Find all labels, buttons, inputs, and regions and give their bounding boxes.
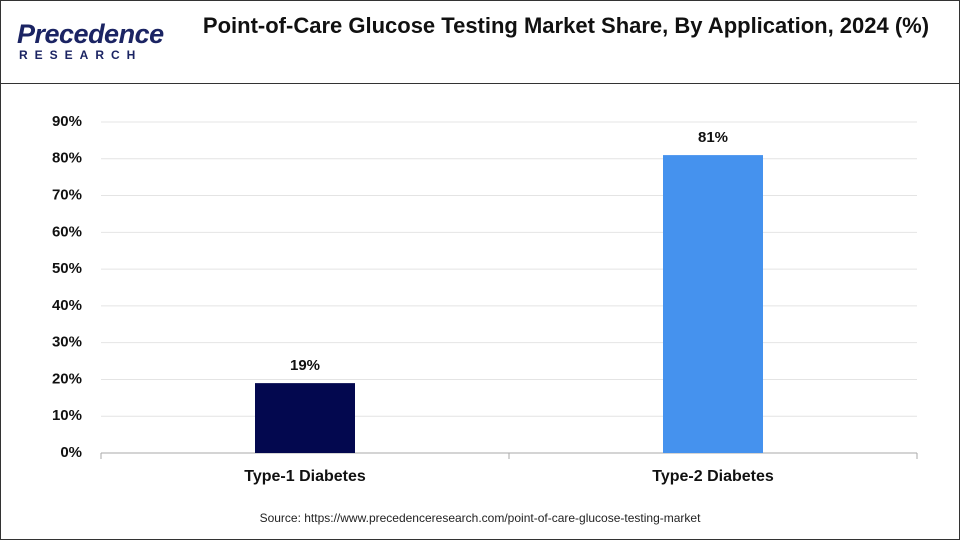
chart-title: Point-of-Care Glucose Testing Market Sha…: [202, 13, 930, 38]
y-tick-label: 30%: [52, 334, 82, 351]
y-tick-label: 90%: [52, 113, 82, 130]
value-label: 19%: [290, 357, 320, 374]
source-note: Source: https://www.precedenceresearch.c…: [259, 511, 701, 525]
y-tick-label: 0%: [60, 444, 82, 461]
y-tick-label: 60%: [52, 223, 82, 240]
y-tick-label: 20%: [52, 370, 82, 387]
y-tick-label: 80%: [52, 150, 82, 167]
y-tick-label: 40%: [52, 297, 82, 314]
logo-name: Precedence: [17, 19, 164, 49]
logo-tagline: RESEARCH: [19, 48, 143, 62]
bar: [255, 383, 355, 453]
y-tick-label: 10%: [52, 407, 82, 424]
x-tick-label: Type-2 Diabetes: [652, 468, 774, 485]
bar: [663, 155, 763, 453]
value-label: 81%: [698, 129, 728, 146]
x-tick-label: Type-1 Diabetes: [244, 468, 366, 485]
y-tick-label: 50%: [52, 260, 82, 277]
header: Precedence RESEARCH Point-of-Care Glucos…: [1, 1, 959, 84]
y-tick-label: 70%: [52, 187, 82, 204]
